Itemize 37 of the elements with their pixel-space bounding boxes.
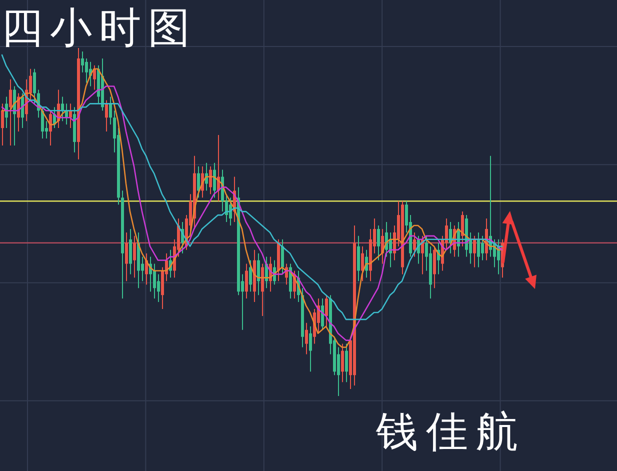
candlestick [133, 235, 136, 278]
candlestick [157, 274, 160, 303]
candlestick [281, 238, 284, 275]
candlestick [341, 343, 344, 383]
candlestick [481, 235, 484, 261]
candlestick [361, 246, 364, 282]
candlestick [153, 263, 156, 300]
candlestick [345, 343, 348, 383]
candlestick [105, 100, 108, 132]
candlestick [413, 232, 416, 258]
candlestick [1, 103, 4, 146]
candlestick [49, 110, 52, 146]
text: 钱佳航 [375, 407, 526, 456]
candlestick [245, 263, 248, 300]
candlestick [461, 211, 464, 247]
candlestick [9, 78, 12, 146]
candlestick [33, 68, 36, 104]
candlestick [213, 162, 216, 198]
candlestick [305, 322, 308, 355]
candlestick [257, 252, 260, 296]
candlestick [321, 298, 324, 330]
candlestick [125, 232, 128, 282]
candlestick [41, 106, 44, 139]
candlestick [81, 50, 84, 73]
candlestick [249, 260, 252, 292]
chart-title: 四小时图 [1, 3, 197, 52]
candlestick [309, 326, 312, 372]
candlestick [477, 232, 480, 268]
candlestick [61, 96, 64, 122]
candlestick [473, 235, 476, 268]
candlestick [377, 224, 380, 261]
candlestick [93, 64, 96, 90]
candlestick [197, 166, 200, 198]
candlestick [325, 294, 328, 327]
candlestick [225, 194, 228, 222]
candlestick [85, 58, 88, 84]
candlestick [109, 96, 112, 126]
